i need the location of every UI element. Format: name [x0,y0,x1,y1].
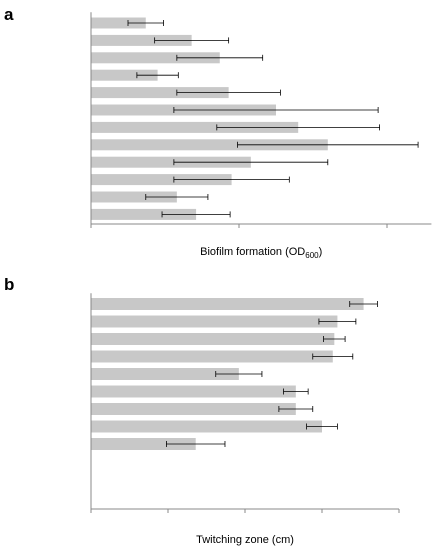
panel-a-bar [91,52,220,64]
panel-b-bar [91,385,296,398]
panel-a-bar [91,156,251,168]
panel-b-bar [91,403,296,415]
panel-a-bar [91,191,177,203]
panel-b-bar [91,438,196,450]
panel-a-bar [91,34,192,46]
panel-b-bar [91,420,322,433]
panel-a-x-axis-label-text: Biofilm formation (OD [200,246,305,258]
panel-a-bar [91,69,158,81]
panel-a-bar [91,87,229,99]
panel-a-x-axis-label-subscript: 600 [305,251,319,260]
panel-a-x-axis-label-end: ) [319,246,323,258]
panel-b-x-axis-label: Twitching zone (cm) [196,534,294,546]
panel-b-bar [91,350,333,363]
panel-a-bar [91,121,299,133]
panel-a-bar [91,139,328,151]
panel-b-bar [91,368,239,380]
panel-a-bar [91,17,146,29]
panel-b-bar [91,315,338,328]
panel-a-x-axis-label: Biofilm formation (OD600) [200,246,322,260]
panel-a-bar [91,208,197,220]
panel-b-label: b [4,275,14,294]
panel-a-bar [91,174,232,186]
panel-b-x-axis-label-text: Twitching zone (cm) [196,534,294,546]
panel-b-bar [91,298,364,310]
panel-b-bar [91,333,335,345]
panel-a-label: a [4,5,14,24]
